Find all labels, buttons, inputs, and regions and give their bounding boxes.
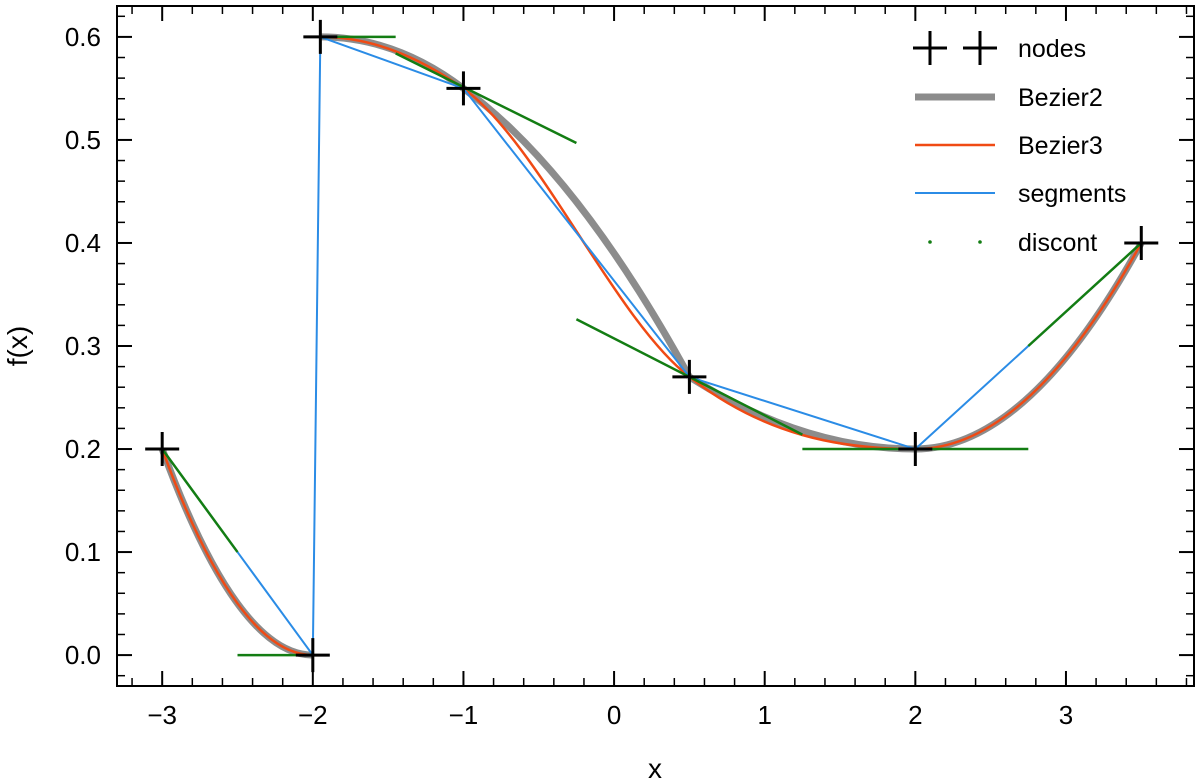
nodes-layer	[145, 19, 1159, 673]
y-axis-label: f(x)	[2, 326, 33, 366]
bezier2-curve	[461, 85, 693, 379]
y-tick-label: 0.5	[65, 125, 101, 155]
legend-label: nodes	[1018, 35, 1086, 63]
y-tick-label: 0.1	[65, 537, 101, 567]
tick-labels: −3 −2 −1 0 1 2 3 0.0 0.1 0.2 0.3 0.4 0.5 0.6	[65, 22, 1073, 730]
legend-label: segments	[1018, 180, 1126, 208]
series-layer	[158, 33, 1145, 659]
y-tick-label: 0.0	[65, 640, 101, 670]
legend-discont-dot	[978, 240, 982, 244]
x-tick-label: −1	[449, 700, 479, 730]
legend-label: Bezier3	[1018, 132, 1103, 160]
bezier3-curve	[161, 448, 313, 657]
x-tick-label: 3	[1059, 700, 1073, 730]
x-tick-label: −2	[298, 700, 328, 730]
discont-segment	[1027, 242, 1143, 347]
node-marker	[1124, 225, 1159, 260]
node-marker	[295, 638, 330, 673]
x-axis-label: x	[648, 753, 662, 781]
node-marker	[672, 359, 707, 394]
y-tick-label: 0.3	[65, 331, 101, 361]
y-tick-label: 0.4	[65, 228, 101, 258]
node-marker	[303, 19, 338, 54]
y-tick-label: 0.2	[65, 434, 101, 464]
legend-nodes-marker	[913, 31, 947, 65]
x-tick-label: −3	[147, 700, 177, 730]
legend-label: Bezier2	[1018, 84, 1103, 112]
bezier3-curve	[915, 242, 1143, 451]
axis-ticks	[117, 6, 1194, 686]
x-tick-label: 1	[757, 700, 771, 730]
y-tick-label: 0.6	[65, 22, 101, 52]
legend-label: discont	[1018, 229, 1097, 257]
legend-discont-dot	[928, 240, 932, 244]
discont-segment	[161, 448, 239, 553]
node-marker	[898, 432, 933, 467]
node-marker	[446, 71, 481, 106]
node-marker	[145, 432, 180, 467]
x-tick-label: 2	[908, 700, 922, 730]
discont-segment	[395, 52, 577, 145]
segments-line	[161, 35, 1142, 659]
x-tick-label: 0	[607, 700, 621, 730]
legend-nodes-marker	[963, 31, 997, 65]
legend: nodes Bezier2 Bezier3 segments discont	[913, 31, 1126, 257]
